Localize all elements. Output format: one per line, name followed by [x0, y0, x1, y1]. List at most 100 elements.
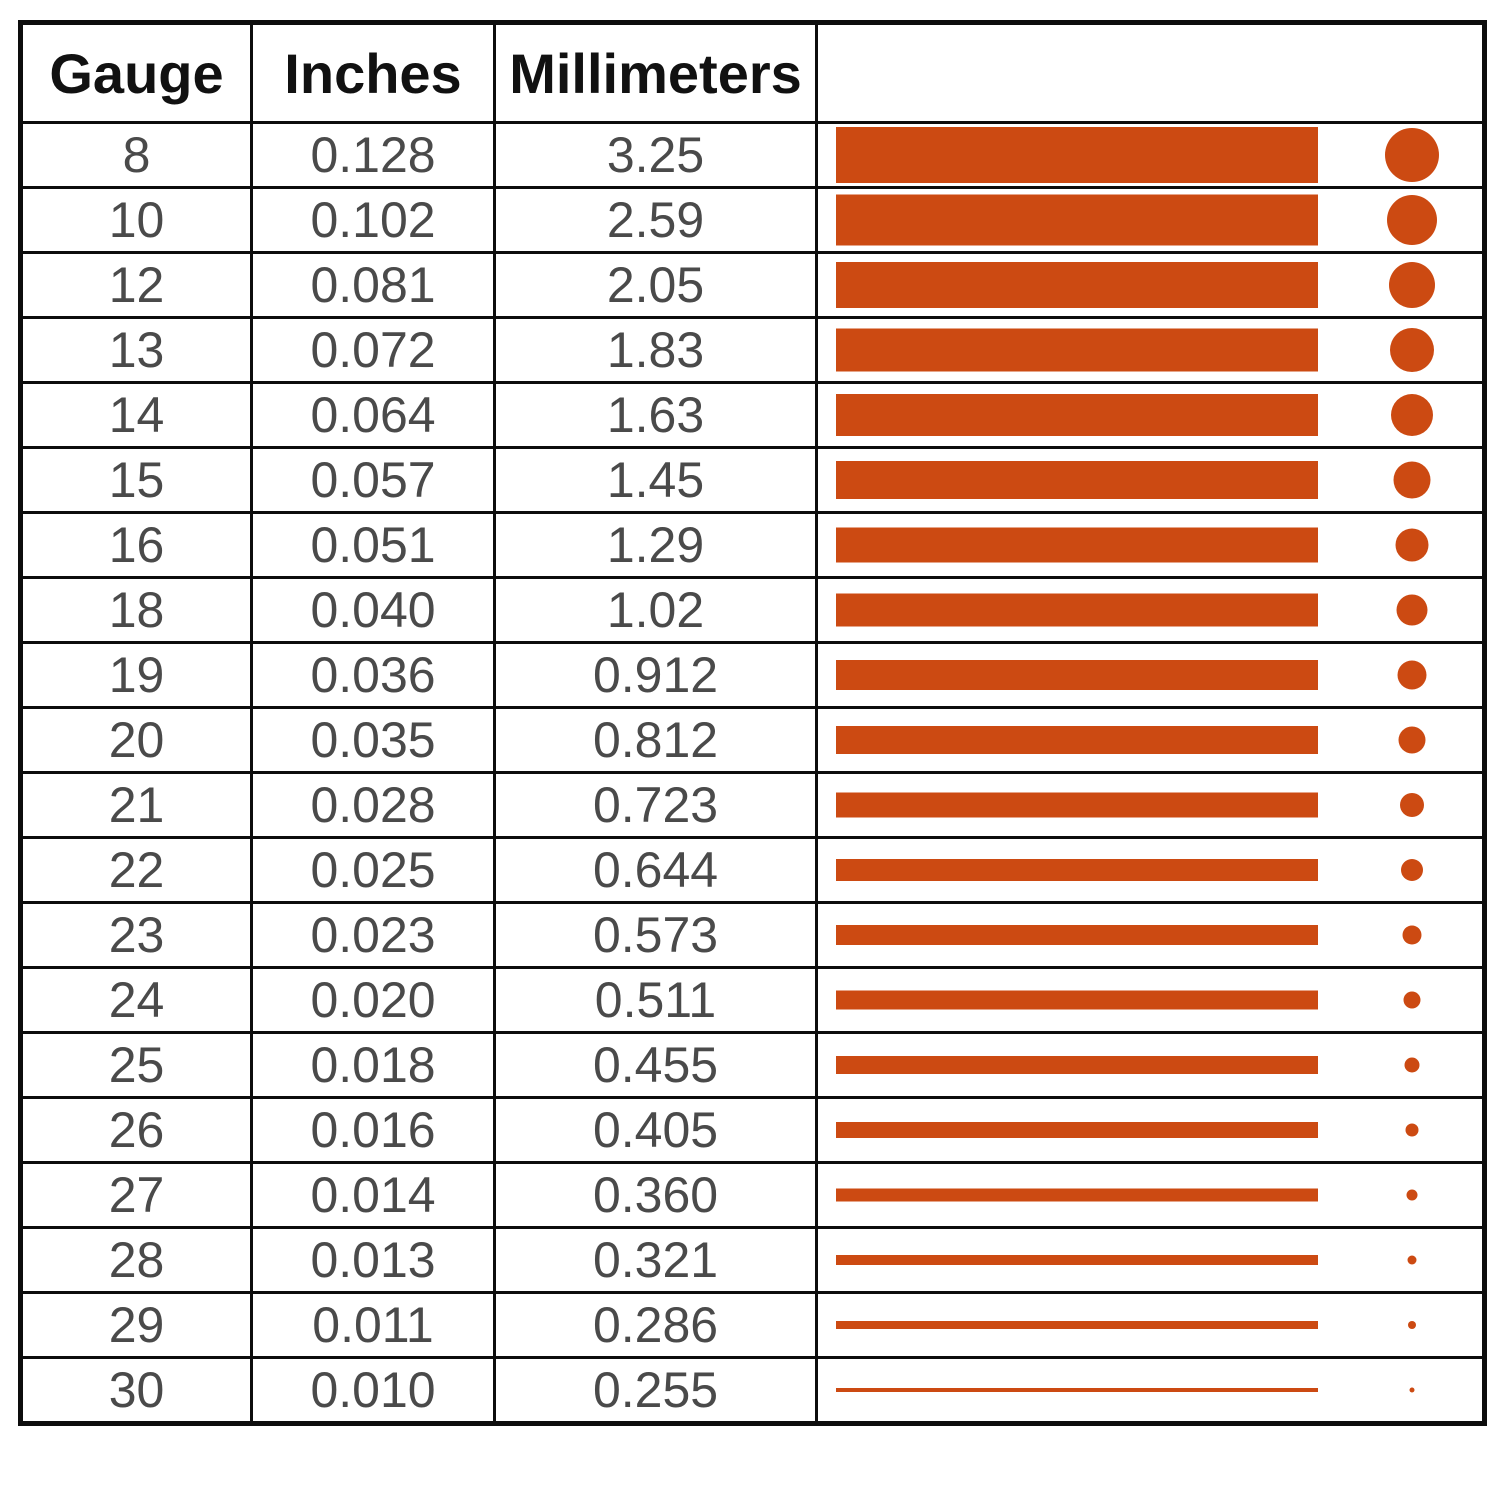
- visual-cell: [815, 186, 1486, 254]
- mm-cell: 1.02: [493, 576, 818, 644]
- inches-cell: 0.128: [250, 121, 496, 189]
- wire-thickness-bar: [836, 527, 1318, 563]
- wire-diameter-dot: [1405, 1123, 1419, 1137]
- visual-cell: [815, 706, 1486, 774]
- table-row: 14 0.064 1.63: [19, 381, 1486, 449]
- table-row: 16 0.051 1.29: [19, 511, 1486, 579]
- mm-cell: 0.812: [493, 706, 818, 774]
- gauge-cell: 20: [19, 706, 253, 774]
- gauge-cell: 21: [19, 771, 253, 839]
- wire-diameter-dot: [1395, 528, 1429, 562]
- visual-cell: [815, 1096, 1486, 1164]
- visual-cell: [815, 1226, 1486, 1294]
- table-row: 23 0.023 0.573: [19, 901, 1486, 969]
- gauge-cell: 15: [19, 446, 253, 514]
- gauge-cell: 24: [19, 966, 253, 1034]
- wire-diameter-dot: [1408, 1321, 1416, 1329]
- wire-gauge-table: Gauge Inches Millimeters 8 0.128 3.25 10…: [18, 20, 1487, 1426]
- mm-cell: 0.511: [493, 966, 818, 1034]
- table-row: 25 0.018 0.455: [19, 1031, 1486, 1099]
- wire-diameter-dot: [1396, 594, 1428, 626]
- visual-cell: [815, 836, 1486, 904]
- wire-thickness-bar: [836, 1188, 1318, 1202]
- inches-cell: 0.051: [250, 511, 496, 579]
- wire-thickness-bar: [836, 328, 1318, 372]
- mm-cell: 2.59: [493, 186, 818, 254]
- wire-thickness-bar: [836, 660, 1318, 690]
- gauge-cell: 29: [19, 1291, 253, 1359]
- wire-thickness-bar: [836, 990, 1318, 1010]
- table-row: 10 0.102 2.59: [19, 186, 1486, 254]
- inches-cell: 0.072: [250, 316, 496, 384]
- mm-cell: 0.360: [493, 1161, 818, 1229]
- inches-cell: 0.057: [250, 446, 496, 514]
- table-row: 26 0.016 0.405: [19, 1096, 1486, 1164]
- wire-diameter-dot: [1404, 1057, 1420, 1073]
- table-row: 21 0.028 0.723: [19, 771, 1486, 839]
- inches-cell: 0.018: [250, 1031, 496, 1099]
- inches-cell: 0.016: [250, 1096, 496, 1164]
- table-header: Gauge Inches Millimeters: [19, 21, 1486, 124]
- wire-diameter-dot: [1391, 394, 1433, 436]
- table-row: 20 0.035 0.812: [19, 706, 1486, 774]
- gauge-cell: 26: [19, 1096, 253, 1164]
- header-millimeters: Millimeters: [493, 21, 818, 124]
- inches-cell: 0.064: [250, 381, 496, 449]
- wire-thickness-bar: [836, 1255, 1318, 1265]
- visual-cell: [815, 576, 1486, 644]
- wire-thickness-bar: [836, 1321, 1318, 1329]
- visual-cell: [815, 1031, 1486, 1099]
- gauge-cell: 10: [19, 186, 253, 254]
- mm-cell: 0.573: [493, 901, 818, 969]
- wire-diameter-dot: [1406, 1189, 1418, 1201]
- wire-diameter-dot: [1389, 262, 1435, 308]
- gauge-cell: 28: [19, 1226, 253, 1294]
- table-row: 30 0.010 0.255: [19, 1356, 1486, 1425]
- mm-cell: 0.723: [493, 771, 818, 839]
- mm-cell: 0.644: [493, 836, 818, 904]
- inches-cell: 0.013: [250, 1226, 496, 1294]
- mm-cell: 1.63: [493, 381, 818, 449]
- mm-cell: 0.455: [493, 1031, 818, 1099]
- gauge-cell: 8: [19, 121, 253, 189]
- mm-cell: 1.45: [493, 446, 818, 514]
- wire-diameter-dot: [1409, 1387, 1415, 1393]
- visual-cell: [815, 966, 1486, 1034]
- table-row: 13 0.072 1.83: [19, 316, 1486, 384]
- wire-thickness-bar: [836, 792, 1318, 818]
- visual-cell: [815, 446, 1486, 514]
- visual-cell: [815, 1356, 1486, 1425]
- mm-cell: 0.912: [493, 641, 818, 709]
- table-row: 15 0.057 1.45: [19, 446, 1486, 514]
- wire-diameter-dot: [1387, 195, 1437, 245]
- visual-cell: [815, 901, 1486, 969]
- inches-cell: 0.020: [250, 966, 496, 1034]
- table-row: 27 0.014 0.360: [19, 1161, 1486, 1229]
- gauge-cell: 22: [19, 836, 253, 904]
- mm-cell: 0.321: [493, 1226, 818, 1294]
- mm-cell: 3.25: [493, 121, 818, 189]
- visual-cell: [815, 1291, 1486, 1359]
- table-row: 24 0.020 0.511: [19, 966, 1486, 1034]
- visual-cell: [815, 1161, 1486, 1229]
- wire-diameter-dot: [1401, 859, 1423, 881]
- inches-cell: 0.028: [250, 771, 496, 839]
- table-row: 29 0.011 0.286: [19, 1291, 1486, 1359]
- wire-diameter-dot: [1407, 1255, 1417, 1265]
- gauge-cell: 19: [19, 641, 253, 709]
- wire-diameter-dot: [1397, 660, 1427, 690]
- wire-thickness-bar: [836, 859, 1318, 881]
- wire-diameter-dot: [1393, 461, 1431, 499]
- visual-cell: [815, 771, 1486, 839]
- gauge-cell: 25: [19, 1031, 253, 1099]
- inches-cell: 0.014: [250, 1161, 496, 1229]
- wire-thickness-bar: [836, 127, 1318, 183]
- inches-cell: 0.035: [250, 706, 496, 774]
- table-row: 19 0.036 0.912: [19, 641, 1486, 709]
- gauge-cell: 30: [19, 1356, 253, 1425]
- inches-cell: 0.102: [250, 186, 496, 254]
- table-row: 18 0.040 1.02: [19, 576, 1486, 644]
- visual-cell: [815, 316, 1486, 384]
- wire-thickness-bar: [836, 593, 1318, 627]
